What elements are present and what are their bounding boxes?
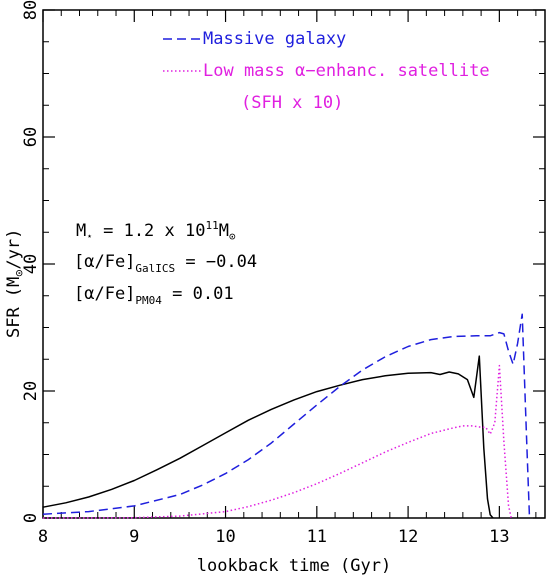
x-tick-label: 13 — [489, 527, 509, 547]
legend-sublabel-satellite: (SFH x 10) — [241, 93, 343, 113]
annotations: M⋆ = 1.2 x 1011M⊙ [α/Fe]GalICS = −0.04 [… — [74, 219, 257, 307]
y-tick-label: 60 — [21, 127, 41, 147]
x-tick-label: 10 — [215, 527, 235, 547]
axis-ticks — [42, 9, 545, 519]
y-axis-label-unit-open: (M — [4, 277, 24, 297]
y-tick-label: 20 — [21, 381, 41, 401]
series-lines — [42, 313, 531, 519]
y-tick-label: 80 — [21, 0, 41, 20]
annotation-alpha-pm04: [α/Fe]PM04 = 0.01 — [74, 284, 234, 307]
y-axis-label-main: SFR — [4, 307, 24, 338]
y-axis-label-sun-symbol: ⊙ — [12, 270, 26, 277]
series-line-satellite — [42, 364, 512, 519]
series-line-massive — [42, 313, 531, 519]
y-tick-labels: 0 20 40 60 80 — [21, 0, 41, 523]
x-tick-labels: 8 9 10 11 12 13 — [38, 527, 510, 547]
legend-label-massive: Massive galaxy — [203, 29, 346, 49]
legend-label-satellite: Low mass α−enhanc. satellite — [203, 61, 490, 81]
series-line-total — [42, 355, 494, 519]
x-tick-label: 12 — [398, 527, 418, 547]
x-tick-label: 9 — [129, 527, 139, 547]
annotation-stellar-mass: M⋆ = 1.2 x 1011M⊙ — [76, 219, 236, 243]
legend: Massive galaxy Low mass α−enhanc. satell… — [163, 29, 490, 113]
y-axis-label-unit-close: /yr) — [4, 229, 24, 270]
x-axis-label: lookback time (Gyr) — [197, 556, 391, 576]
annotation-alpha-galics: [α/Fe]GalICS = −0.04 — [74, 252, 257, 275]
y-tick-label: 40 — [21, 254, 41, 274]
x-tick-label: 8 — [38, 527, 48, 547]
y-axis-label: SFR (M⊙/yr) — [4, 229, 26, 338]
y-tick-label: 0 — [21, 513, 41, 523]
x-tick-label: 11 — [307, 527, 327, 547]
